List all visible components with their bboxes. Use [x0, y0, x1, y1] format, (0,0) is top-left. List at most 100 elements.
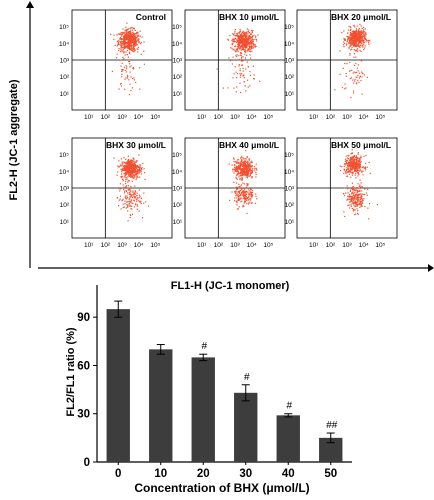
- flow-dot: [132, 48, 134, 50]
- flow-dot: [351, 163, 353, 166]
- flow-dot: [361, 39, 363, 42]
- flow-dot: [243, 42, 245, 44]
- flow-dot: [132, 191, 134, 193]
- flow-dot: [141, 169, 143, 171]
- flow-dot: [355, 155, 358, 157]
- flow-dot: [137, 34, 139, 36]
- flow-dot: [120, 165, 122, 167]
- flow-dot: [235, 190, 237, 193]
- flow-dot: [356, 201, 358, 204]
- flow-dot: [352, 163, 354, 165]
- flow-dot: [354, 214, 356, 216]
- flow-dot: [359, 164, 361, 166]
- flow-dot: [358, 81, 360, 83]
- flow-dot: [133, 41, 135, 44]
- flow-dot: [118, 160, 120, 162]
- flow-dot: [129, 61, 131, 63]
- flow-dot: [239, 157, 242, 159]
- flow-dot: [134, 164, 136, 166]
- flow-dot: [126, 38, 128, 40]
- flow-dot: [125, 158, 127, 160]
- flow-dot: [117, 44, 119, 46]
- flow-dot: [347, 167, 350, 169]
- flow-x-tick-label: 10³: [342, 242, 352, 249]
- flow-dot: [354, 39, 356, 41]
- flow-dot: [358, 42, 360, 44]
- flow-dot: [134, 40, 137, 42]
- flow-dot: [245, 168, 248, 170]
- flow-dot: [119, 183, 121, 185]
- flow-dot: [237, 36, 239, 38]
- flow-dot: [138, 166, 140, 168]
- flow-dot: [118, 199, 120, 201]
- flow-dot: [121, 168, 123, 170]
- flow-dot: [129, 201, 131, 203]
- flow-dot: [135, 32, 137, 35]
- flow-dot: [126, 32, 128, 34]
- flow-dot: [143, 168, 145, 170]
- flow-dot: [353, 167, 356, 170]
- flow-dot: [132, 173, 134, 175]
- flow-dot: [140, 53, 142, 55]
- flow-dot: [129, 193, 131, 195]
- flow-dot: [133, 158, 135, 160]
- flow-dot: [138, 194, 141, 196]
- flow-dot: [250, 198, 252, 200]
- flow-dot: [342, 44, 345, 46]
- flow-dot: [118, 166, 120, 168]
- flow-dot: [133, 36, 136, 39]
- flow-dot: [253, 43, 255, 45]
- flow-dot: [236, 208, 238, 210]
- flow-dot: [355, 35, 357, 37]
- flow-dot: [348, 195, 350, 197]
- flow-dot: [127, 75, 129, 78]
- flow-dot: [248, 170, 250, 173]
- flow-dot: [355, 161, 358, 163]
- flow-dot: [122, 178, 124, 180]
- flow-dot: [361, 171, 363, 173]
- flow-dot: [133, 68, 135, 70]
- flow-dot: [232, 33, 234, 35]
- flow-dot: [239, 167, 241, 169]
- flow-dot: [355, 56, 357, 58]
- flow-dot: [121, 35, 123, 37]
- flow-dot: [120, 158, 123, 160]
- flow-dot: [248, 190, 250, 192]
- flow-dot: [347, 168, 349, 170]
- flow-dot: [357, 35, 359, 38]
- flow-dot: [357, 32, 360, 34]
- flow-dot: [239, 35, 241, 37]
- flow-dot: [137, 51, 139, 53]
- flow-dot: [125, 39, 127, 41]
- flow-dot: [334, 89, 336, 91]
- flow-dot: [360, 31, 362, 33]
- flow-dot: [129, 48, 132, 51]
- flow-dot: [358, 169, 360, 171]
- flow-dot: [233, 34, 235, 36]
- flow-dot: [131, 36, 134, 38]
- flow-dot: [247, 188, 249, 190]
- flow-dot: [244, 49, 246, 51]
- flow-dot: [232, 40, 234, 42]
- flow-dot: [127, 163, 129, 165]
- flow-dot: [246, 32, 248, 34]
- flow-dot: [244, 41, 246, 43]
- flow-dot: [357, 194, 359, 196]
- flow-y-tick-label: 10³: [173, 186, 183, 193]
- flow-dot: [239, 46, 241, 49]
- flow-dot: [348, 161, 350, 163]
- flow-dot: [359, 32, 361, 34]
- flow-dot: [251, 31, 254, 33]
- flow-dot: [136, 165, 138, 167]
- flow-dot: [231, 191, 233, 193]
- flow-dot: [141, 217, 144, 219]
- flow-dot: [129, 30, 131, 32]
- flow-dot: [243, 34, 246, 36]
- flow-dot: [355, 159, 357, 161]
- flow-dot: [238, 55, 240, 57]
- flow-dot: [346, 185, 348, 187]
- flow-dot: [144, 178, 146, 181]
- flow-dot: [120, 43, 122, 45]
- flow-dot: [352, 160, 354, 162]
- flow-dot: [355, 62, 357, 65]
